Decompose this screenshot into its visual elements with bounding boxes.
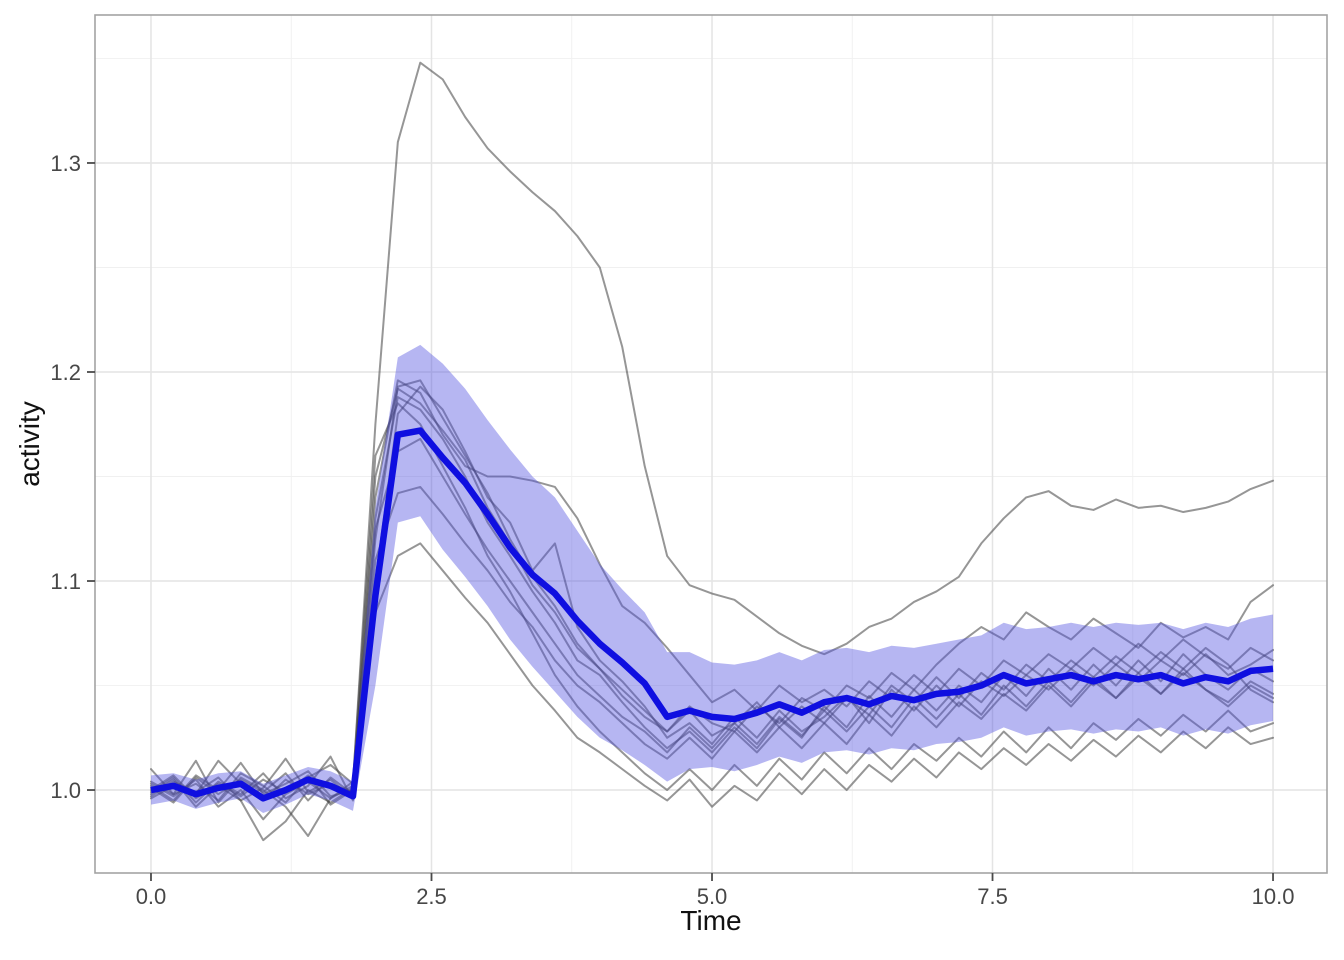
x-tick-label: 10.0 [1252, 884, 1295, 909]
y-axis-title: activity [14, 401, 45, 487]
x-tick-label: 2.5 [416, 884, 447, 909]
panel-background [95, 15, 1327, 873]
y-tick-label: 1.1 [50, 569, 81, 594]
trace-line-subject-7 [149, 485, 1275, 804]
mean-line [150, 427, 1274, 802]
y-tick-label: 1.2 [50, 360, 81, 385]
trace-line-subject-10 [149, 437, 1275, 806]
trace-line-subject-8 [149, 542, 1275, 842]
x-tick-label: 7.5 [977, 884, 1008, 909]
x-tick-label: 0.0 [136, 884, 167, 909]
panel-border [94, 14, 1328, 874]
trace-line-subject-5 [149, 396, 1275, 821]
y-tick-label: 1.0 [50, 778, 81, 803]
y-tick-label: 1.3 [50, 151, 81, 176]
x-tick-label: 5.0 [697, 884, 728, 909]
x-axis-title: Time [680, 905, 742, 936]
mean-ribbon [150, 344, 1274, 814]
